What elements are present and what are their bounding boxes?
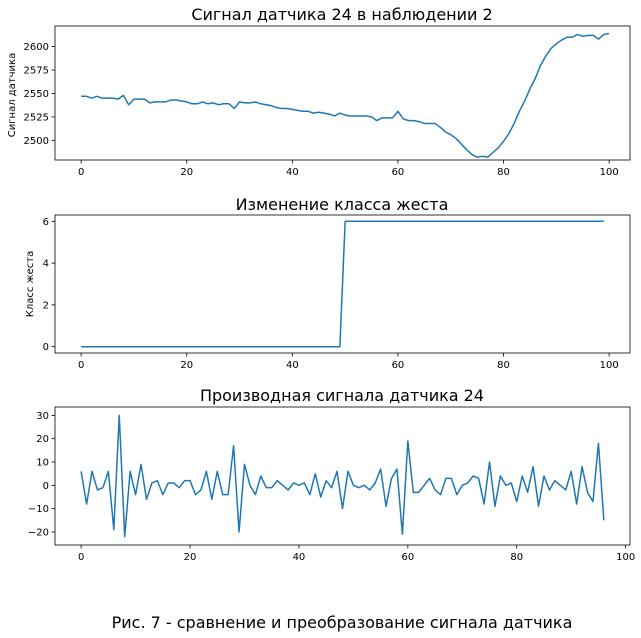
y-tick-label: 2575 (24, 66, 49, 77)
y-tick-label: 4 (43, 259, 49, 270)
x-tick-label: 80 (497, 167, 510, 178)
y-tick-label: 0 (43, 481, 49, 492)
x-tick-label: 100 (600, 167, 619, 178)
chart-sensor-signal: Сигнал датчика 24 в наблюдении 2 Сигнал … (7, 5, 631, 178)
series-line (81, 32, 610, 158)
y-tick-label: −20 (28, 527, 49, 538)
x-tick-label: 0 (78, 360, 84, 371)
figure-caption: Рис. 7 - сравнение и преобразование сигн… (112, 613, 573, 632)
x-tick-label: 60 (401, 552, 414, 563)
axes-frame (54, 214, 631, 354)
chart-title: Производная сигнала датчика 24 (200, 386, 484, 405)
y-tick-label: −10 (28, 504, 49, 515)
chart-gesture-class: Изменение класса жеста Класс жеста 0 20 40… (25, 195, 631, 371)
y-axis-label: Сигнал датчика (7, 53, 18, 137)
x-tick-label: 20 (184, 552, 197, 563)
y-tick-label: 10 (36, 458, 49, 469)
y-tick-label: 2600 (24, 42, 49, 53)
series-line (80, 414, 605, 538)
x-tick-label: 60 (392, 167, 405, 178)
y-tick-label: 20 (36, 434, 49, 445)
y-tick-label: 6 (43, 217, 49, 228)
x-tick-label: 20 (180, 167, 193, 178)
chart-title: Изменение класса жеста (236, 195, 449, 214)
x-tick-label: 20 (180, 360, 193, 371)
x-tick-label: 0 (78, 552, 84, 563)
y-tick-label: 0 (43, 342, 49, 353)
y-tick-label: 2 (43, 300, 49, 311)
x-tick-label: 100 (616, 552, 635, 563)
x-tick-label: 40 (286, 167, 299, 178)
x-tick-label: 80 (510, 552, 523, 563)
y-axis-label: Класс жеста (25, 251, 36, 317)
axes-frame (54, 406, 631, 546)
x-tick-label: 100 (600, 360, 619, 371)
y-tick-label: 30 (36, 411, 49, 422)
y-tick-label: 2550 (24, 89, 49, 100)
x-tick-label: 40 (293, 552, 306, 563)
axes-frame (54, 25, 631, 161)
y-tick-label: 2525 (24, 112, 49, 123)
chart-signal-derivative: Производная сигнала датчика 24 0 20 40 60 80… (28, 386, 635, 563)
series-line (81, 220, 604, 348)
x-tick-label: 80 (497, 360, 510, 371)
x-tick-label: 60 (392, 360, 405, 371)
y-tick-label: 2500 (24, 136, 49, 147)
x-tick-label: 0 (78, 167, 84, 178)
x-tick-label: 40 (286, 360, 299, 371)
chart-title: Сигнал датчика 24 в наблюдении 2 (191, 5, 492, 24)
